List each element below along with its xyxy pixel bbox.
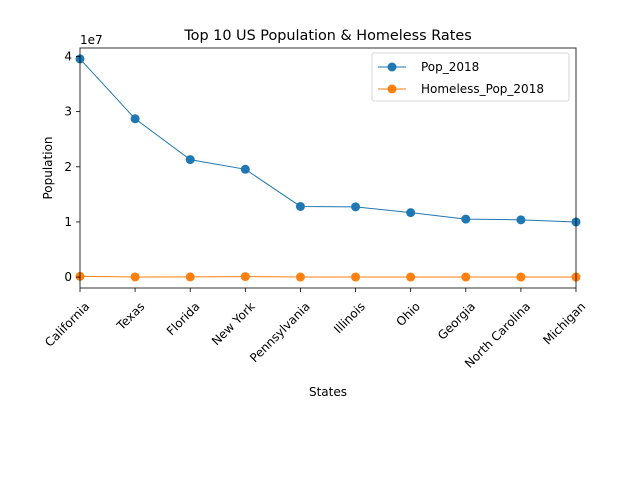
series-1-point [130,272,140,282]
series-1-point [240,272,250,282]
series-0-point [130,114,140,124]
series-1-point [461,272,471,282]
legend-label-pop: Pop_2018 [421,60,479,74]
y-tick-label: 4 [64,49,72,63]
chart-title: Top 10 US Population & Homeless Rates [183,28,471,44]
series-line-1 [79,275,576,278]
legend-marker-pop [387,62,397,72]
series-0-point [406,208,416,218]
y-tick-label: 3 [64,105,72,119]
series-layer [75,54,581,282]
series-1-point [351,272,361,282]
series-0-point [185,155,195,165]
legend-marker-homeless [387,84,397,94]
series-1-point [185,272,195,282]
series-line-0 [79,58,577,223]
y-offset-label: 1e7 [80,33,103,47]
y-tick-label: 0 [64,270,72,284]
legend: Pop_2018 Homeless_Pop_2018 [371,52,570,102]
plot-frame [79,47,577,289]
legend-label-homeless: Homeless_Pop_2018 [421,82,544,96]
series-0-point [461,214,471,224]
y-axis-label: Population [41,136,55,199]
series-1-point [295,272,305,282]
x-axis-label: States [309,385,347,399]
series-1-point [516,272,526,282]
y-axis: 0 1 2 3 4 [64,49,80,284]
series-1-point [406,272,416,282]
series-0-point [351,202,361,212]
y-tick-label: 2 [64,160,72,174]
series-0-point [240,164,250,174]
legend-box [371,52,570,102]
series-0-point [516,215,526,225]
y-tick-label: 1 [64,215,72,229]
series-0-point [295,201,305,211]
